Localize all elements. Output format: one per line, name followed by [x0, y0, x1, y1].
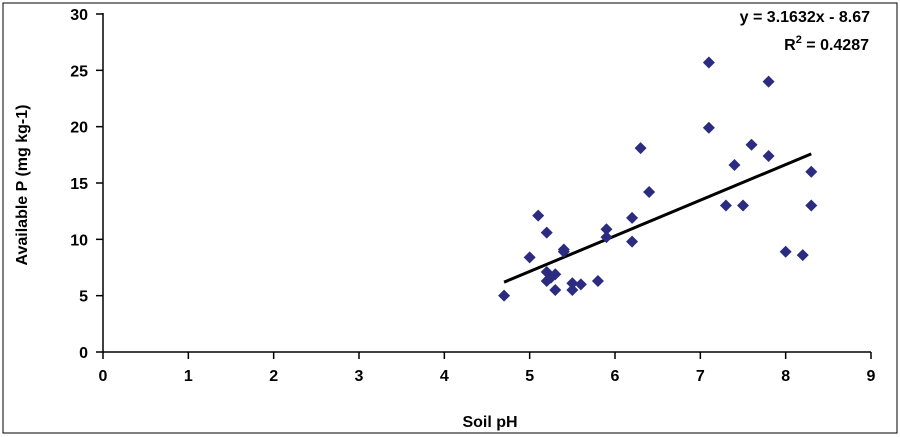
data-point	[600, 231, 613, 244]
y-axis-title: Available P (mg kg-1)	[14, 105, 31, 266]
x-tick-label: 8	[781, 368, 790, 385]
trendline-equation: y = 3.1632x - 8.67	[740, 9, 870, 26]
data-point	[762, 149, 775, 162]
x-tick-label: 2	[269, 368, 278, 385]
x-tick-label: 3	[355, 368, 364, 385]
data-point	[523, 251, 536, 264]
data-point	[591, 275, 604, 288]
tick-layer: 0 1 2 3 4 5 6 7 8 9 0 5 10 15 20 25 30	[70, 7, 875, 385]
data-point	[626, 211, 639, 224]
x-tick-label: 1	[184, 368, 193, 385]
data-point	[549, 268, 562, 281]
data-point	[566, 277, 579, 290]
data-point	[737, 199, 749, 212]
x-tick-label: 0	[99, 368, 108, 385]
data-point	[762, 75, 775, 88]
y-tick-label: 0	[79, 345, 88, 362]
r-squared-label: R2 = 0.4287	[784, 34, 869, 54]
x-axis-title: Soil pH	[462, 414, 517, 431]
x-tick-label: 5	[525, 368, 534, 385]
x-tick-label: 7	[696, 368, 705, 385]
y-tick-label: 30	[70, 7, 88, 24]
data-point	[600, 223, 613, 236]
y-tick-label: 15	[70, 176, 88, 193]
r-squared-symbol: R	[784, 37, 796, 54]
y-tick-label: 10	[70, 232, 88, 249]
data-point	[626, 235, 639, 248]
y-tick-label: 20	[70, 120, 88, 137]
data-point	[574, 278, 587, 291]
data-point	[796, 249, 809, 262]
x-tick-label: 6	[611, 368, 620, 385]
trendline	[503, 152, 812, 284]
y-tick-label: 25	[70, 63, 88, 80]
r-squared-superscript: 2	[796, 34, 802, 46]
data-point	[498, 289, 511, 302]
x-tick-label: 9	[867, 368, 876, 385]
data-point	[702, 56, 715, 69]
data-point	[805, 165, 818, 178]
data-point	[805, 199, 818, 212]
data-point	[779, 245, 792, 258]
data-point	[540, 226, 553, 239]
data-point	[643, 186, 656, 199]
r-squared-value: = 0.4287	[802, 37, 869, 54]
data-point	[728, 158, 741, 171]
data-point	[702, 121, 715, 134]
data-point	[549, 284, 562, 297]
data-point	[557, 245, 570, 258]
data-point	[566, 284, 579, 297]
data-point	[532, 209, 545, 222]
data-point	[634, 142, 647, 155]
data-point	[745, 138, 758, 151]
data-point	[719, 199, 732, 212]
x-tick-label: 4	[440, 368, 449, 385]
points-layer	[498, 56, 818, 302]
y-tick-label: 5	[79, 289, 88, 306]
